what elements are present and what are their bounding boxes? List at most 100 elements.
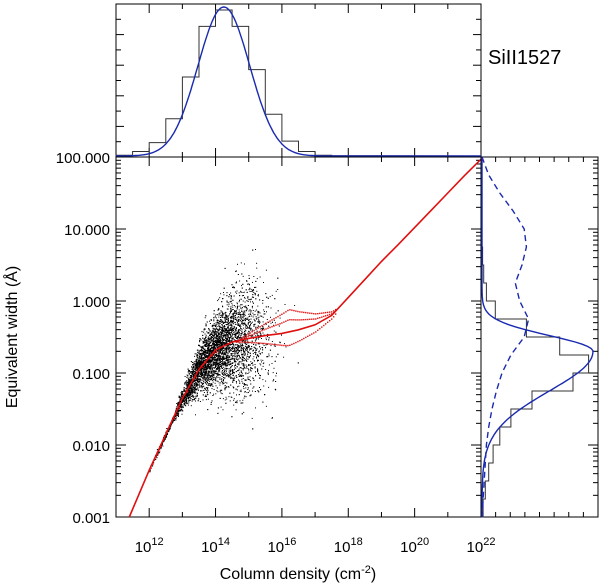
scatter-point — [225, 349, 227, 350]
scatter-point — [213, 323, 215, 325]
scatter-point — [272, 417, 273, 419]
scatter-point — [210, 364, 212, 366]
scatter-point — [250, 348, 252, 350]
scatter-point — [206, 357, 208, 359]
scatter-point — [174, 416, 176, 417]
scatter-point — [231, 313, 233, 315]
scatter-point — [208, 378, 210, 380]
scatter-point — [177, 402, 179, 404]
scatter-point — [249, 349, 250, 351]
scatter-point — [254, 367, 256, 369]
scatter-point — [227, 315, 229, 317]
scatter-point — [255, 298, 257, 300]
scatter-point — [266, 311, 267, 313]
scatter-point — [239, 400, 241, 402]
scatter-point — [238, 345, 240, 347]
scatter-point — [241, 295, 243, 297]
scatter-point — [177, 413, 179, 415]
scatter-point — [248, 298, 250, 300]
scatter-point — [203, 367, 205, 369]
scatter-point — [233, 327, 235, 329]
scatter-point — [204, 351, 206, 353]
scatter-point — [190, 386, 192, 388]
scatter-point — [215, 337, 216, 339]
scatter-point — [185, 397, 187, 399]
scatter-point — [212, 378, 214, 380]
scatter-point — [202, 379, 204, 381]
scatter-point — [262, 321, 264, 323]
scatter-point — [224, 361, 226, 363]
scatter-point — [236, 317, 238, 319]
scatter-point — [213, 379, 215, 380]
scatter-point — [213, 361, 215, 363]
scatter-point — [196, 360, 198, 362]
scatter-point — [213, 366, 215, 368]
scatter-point — [207, 409, 209, 411]
scatter-point — [203, 374, 205, 376]
scatter-point — [228, 375, 230, 377]
scatter-point — [216, 320, 218, 322]
scatter-point — [195, 379, 197, 381]
scatter-point — [217, 343, 219, 345]
scatter-point — [190, 361, 192, 363]
scatter-point — [247, 321, 249, 323]
scatter-point — [193, 370, 195, 372]
scatter-point — [250, 327, 252, 329]
scatter-point — [236, 323, 238, 325]
scatter-point — [218, 298, 220, 300]
scatter-point — [242, 324, 244, 326]
scatter-point — [241, 343, 243, 345]
scatter-point — [196, 364, 198, 366]
scatter-point — [235, 355, 237, 357]
scatter-point — [240, 391, 242, 393]
scatter-point — [185, 405, 187, 407]
scatter-point — [226, 368, 228, 370]
scatter-point — [262, 359, 264, 361]
scatter-point — [277, 353, 279, 355]
scatter-point — [243, 388, 245, 390]
scatter-point — [207, 371, 209, 373]
scatter-point — [222, 398, 224, 400]
scatter-point — [210, 346, 212, 348]
scatter-point — [207, 367, 209, 369]
scatter-point — [224, 387, 226, 389]
scatter-point — [213, 332, 215, 334]
scatter-point — [224, 318, 226, 320]
scatter-point — [234, 339, 236, 341]
scatter-point — [243, 340, 245, 342]
scatter-point — [208, 332, 210, 334]
scatter-point — [205, 377, 207, 379]
scatter-point — [205, 336, 207, 338]
scatter-point — [229, 373, 231, 375]
scatter-point — [277, 310, 279, 312]
scatter-point — [216, 340, 218, 342]
scatter-point — [199, 372, 201, 374]
scatter-point — [200, 360, 202, 362]
scatter-point — [184, 404, 186, 406]
scatter-point — [199, 341, 201, 343]
scatter-point — [231, 325, 233, 327]
scatter-point — [192, 362, 193, 363]
scatter-point — [255, 317, 257, 319]
scatter-point — [233, 398, 235, 400]
scatter-point — [202, 334, 204, 336]
scatter-point — [245, 373, 247, 375]
scatter-point — [222, 348, 223, 350]
scatter-point — [218, 370, 219, 372]
scatter-point — [204, 379, 206, 381]
scatter-point — [258, 342, 260, 344]
scatter-point — [221, 319, 223, 321]
scatter-point — [225, 366, 227, 368]
scatter-point — [172, 421, 174, 423]
scatter-point — [218, 338, 219, 340]
scatter-point — [218, 325, 220, 327]
scatter-point — [269, 296, 271, 298]
scatter-point — [231, 302, 233, 304]
scatter-point — [184, 382, 186, 384]
scatter-point — [196, 355, 198, 357]
scatter-point — [236, 389, 238, 391]
scatter-point — [224, 389, 226, 391]
scatter-point — [225, 354, 227, 356]
scatter-point — [217, 372, 219, 374]
scatter-point — [209, 372, 211, 374]
